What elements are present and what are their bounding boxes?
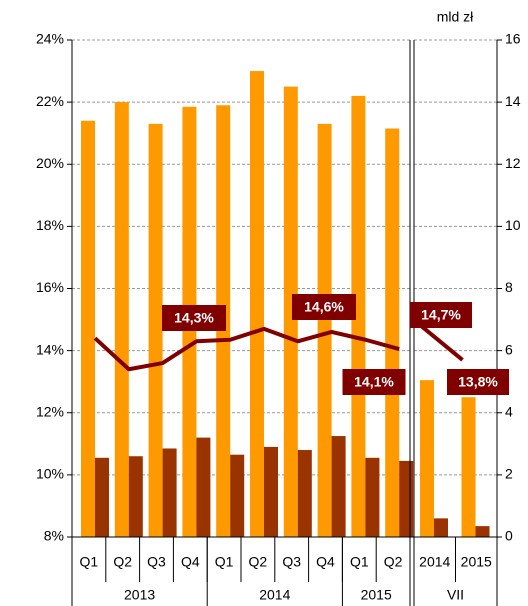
y2-tick-label: 8 [505, 279, 513, 295]
x-tick-label: 2015 [461, 554, 492, 570]
annotation-box [447, 369, 509, 395]
bar [331, 436, 346, 537]
y-tick-label: 10% [36, 466, 64, 482]
annotation-box [162, 305, 226, 331]
y2-tick-label: 14 [505, 93, 521, 109]
x-tick-label: Q3 [147, 554, 166, 570]
y2-tick-label: 2 [505, 466, 513, 482]
y-tick-label: 16% [36, 279, 64, 295]
bar [264, 446, 278, 537]
bar [95, 457, 109, 537]
bar [196, 437, 211, 537]
y2-tick-label: 16 [505, 31, 521, 47]
x-tick-label: 2014 [419, 554, 450, 570]
bar [230, 454, 245, 537]
bar [297, 450, 312, 537]
bar [351, 95, 366, 537]
y-tick-label: 14% [36, 341, 64, 357]
y2-tick-label: 0 [505, 528, 513, 544]
bar [162, 448, 177, 537]
x-tick-label: Q2 [384, 554, 403, 570]
annotation: 14,1% [354, 374, 394, 390]
y-tick-label: 12% [36, 403, 64, 419]
y-tick-label: 8% [44, 528, 64, 544]
bar [434, 518, 448, 537]
y-tick-label: 18% [36, 217, 64, 233]
x-tick-label: Q2 [113, 554, 132, 570]
x-tick-label: Q1 [215, 554, 234, 570]
annotation-box [342, 369, 406, 395]
bar [317, 123, 332, 538]
bar [128, 456, 143, 537]
y2-tick-label: 4 [505, 403, 513, 419]
bar [420, 380, 434, 537]
annotation: 14,6% [304, 299, 344, 315]
bar [365, 457, 380, 537]
y-tick-label: 24% [36, 31, 64, 47]
x-tick-label: Q2 [249, 554, 268, 570]
annotation: 14,7% [421, 307, 461, 323]
group-label: VII [447, 587, 464, 603]
y2-tick-label: 12 [505, 155, 521, 171]
line [419, 324, 464, 362]
y2-tick-label: 6 [505, 341, 513, 357]
bar [283, 86, 298, 537]
annotation: 13,8% [458, 374, 498, 390]
x-tick-label: Q3 [282, 554, 301, 570]
x-tick-label: Q1 [80, 554, 99, 570]
line [93, 326, 400, 372]
group-label: 2015 [361, 587, 392, 603]
y2-tick-label: 10 [505, 217, 521, 233]
y2-axis-label: mld zł [437, 9, 474, 25]
bar [148, 123, 163, 538]
y-tick-label: 22% [36, 93, 64, 109]
bar [114, 102, 129, 537]
x-tick-label: Q4 [316, 554, 335, 570]
annotation-box [410, 302, 472, 328]
group-label: 2013 [124, 587, 155, 603]
bar [250, 71, 264, 537]
annotation: 14,3% [174, 310, 214, 326]
bar [81, 120, 95, 537]
y-tick-label: 20% [36, 155, 64, 171]
x-tick-label: Q1 [350, 554, 369, 570]
bar [385, 128, 400, 537]
x-tick-label: Q4 [181, 554, 200, 570]
annotation-box [292, 294, 356, 320]
bar [461, 397, 476, 537]
bar [399, 460, 414, 537]
bar [475, 526, 490, 537]
group-label: 2014 [259, 587, 290, 603]
